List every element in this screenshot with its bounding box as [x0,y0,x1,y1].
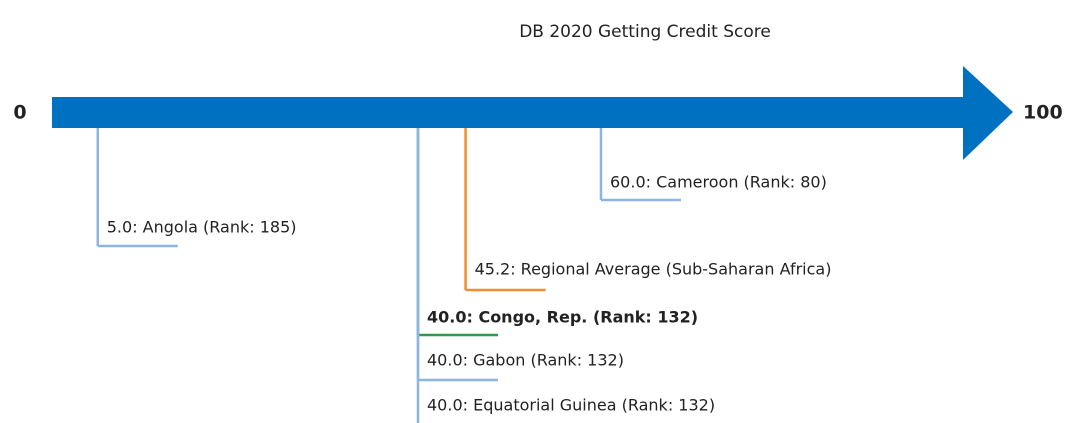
axis-arrowhead [963,66,1013,160]
marker-label: 5.0: Angola (Rank: 185) [107,218,297,237]
axis-end-label: 100 [1023,102,1063,124]
marker-label: 60.0: Cameroon (Rank: 80) [610,173,827,192]
marker-label: 45.2: Regional Average (Sub-Saharan Afri… [475,260,832,279]
marker-label: 40.0: Gabon (Rank: 132) [427,351,624,370]
marker-label: 40.0: Equatorial Guinea (Rank: 132) [427,396,715,415]
chart-title: DB 2020 Getting Credit Score [519,22,771,42]
axis-bar [52,97,968,128]
axis-end-label: 0 [13,102,26,124]
marker-label: 40.0: Congo, Rep. (Rank: 132) [427,308,698,327]
